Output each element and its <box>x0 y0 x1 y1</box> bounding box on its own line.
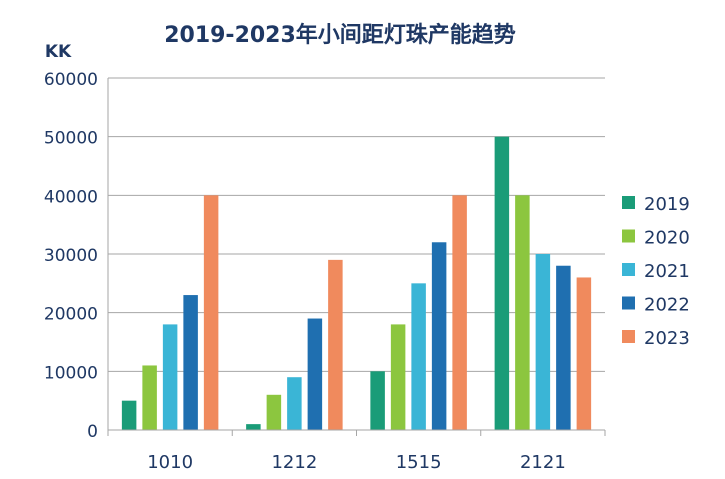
bar-2022-2121 <box>556 265 571 430</box>
legend-swatch-2023 <box>622 330 635 343</box>
bar-2022-1212 <box>307 318 323 430</box>
x-tick-label: 1010 <box>147 452 193 473</box>
bar-2022-1515 <box>431 242 447 430</box>
bar-2019-1515 <box>370 371 385 430</box>
y-tick-label: 10000 <box>44 363 98 383</box>
legend-swatch-2020 <box>622 229 635 243</box>
bar-2023-1010 <box>203 195 219 430</box>
bar-2019-1010 <box>121 400 137 430</box>
bar-2019-1212 <box>246 424 261 430</box>
legend-label: 2020 <box>644 228 690 249</box>
legend-label: 2022 <box>644 295 690 316</box>
legend-swatch-2019 <box>622 196 635 209</box>
y-tick-label: 30000 <box>44 246 98 266</box>
legend-label: 2021 <box>644 261 690 282</box>
x-tick-label: 1212 <box>271 452 317 473</box>
legend-label: 2023 <box>644 328 690 349</box>
y-tick-label: 40000 <box>44 187 98 207</box>
bar-2023-1212 <box>328 259 343 430</box>
y-axis-tick-labels: 0 10000 20000 30000 40000 50000 60000 <box>44 70 98 442</box>
y-tick-label: 20000 <box>44 305 98 325</box>
legend-label: 2019 <box>644 194 690 215</box>
bar-2020-2121 <box>515 195 530 430</box>
y-tick-label: 0 <box>87 422 98 442</box>
x-axis-tick-labels: 1010 1212 1515 2121 <box>147 452 566 473</box>
bar-2021-1212 <box>287 377 302 430</box>
y-tick-label: 50000 <box>44 129 98 149</box>
legend-swatch-2022 <box>622 296 635 310</box>
axes <box>107 78 606 436</box>
legend-swatch-2021 <box>622 263 635 276</box>
bar-2021-2121 <box>535 254 551 430</box>
bar-2019-2121 <box>494 136 510 430</box>
bars <box>121 136 592 430</box>
bar-2020-1515 <box>390 324 406 430</box>
legend: 2019 2020 2021 2022 2023 <box>622 194 690 349</box>
chart-title: 2019-2023年小间距灯珠产能趋势 <box>164 22 516 48</box>
x-tick-label: 1515 <box>396 452 442 473</box>
bar-2020-1212 <box>266 394 282 430</box>
bar-2023-1515 <box>452 195 467 430</box>
bar-2022-1010 <box>183 295 198 430</box>
x-tick-label: 2121 <box>520 452 566 473</box>
bar-2021-1010 <box>162 324 178 430</box>
y-axis-unit-label: KK <box>45 42 72 62</box>
bar-2023-2121 <box>576 277 592 430</box>
y-tick-label: 60000 <box>44 70 98 90</box>
bar-2020-1010 <box>142 365 157 430</box>
gridlines <box>108 77 605 372</box>
bar-2021-1515 <box>411 283 426 430</box>
